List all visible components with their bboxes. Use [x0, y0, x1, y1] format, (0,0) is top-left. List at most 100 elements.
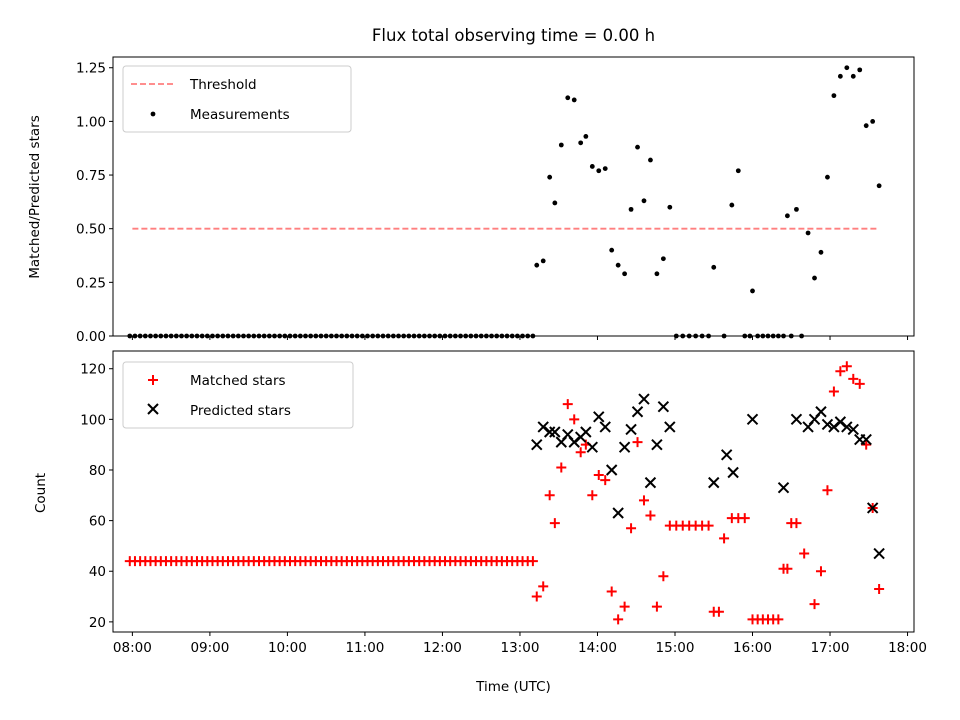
data-point	[282, 333, 288, 339]
data-point	[525, 333, 531, 339]
data-point	[142, 333, 148, 339]
data-point	[854, 378, 865, 389]
data-point	[660, 256, 666, 262]
data-point	[437, 333, 443, 339]
data-point	[657, 400, 670, 413]
data-point	[421, 333, 427, 339]
data-point	[605, 464, 618, 476]
data-point	[396, 333, 401, 339]
data-point	[847, 423, 859, 436]
x-tick-label: 16:00	[733, 640, 772, 656]
data-point	[199, 333, 205, 339]
data-point	[406, 333, 412, 339]
data-point	[781, 333, 786, 339]
data-point	[593, 411, 605, 423]
data-point	[593, 470, 604, 481]
series-measurements	[127, 65, 882, 339]
data-point	[308, 333, 314, 339]
data-point	[241, 333, 246, 339]
data-point	[344, 333, 350, 339]
data-point	[825, 174, 830, 180]
data-point	[876, 183, 882, 189]
y-tick-label: 100	[80, 412, 106, 428]
x-tick-label: 15:00	[656, 640, 695, 656]
x-tick-label: 10:00	[268, 640, 307, 656]
data-point	[631, 406, 644, 418]
y-tick-label: 0.75	[76, 168, 106, 184]
data-point	[638, 393, 650, 405]
x-tick-label: 11:00	[345, 640, 384, 656]
data-point	[790, 413, 803, 426]
data-point	[874, 583, 885, 594]
data-point	[292, 333, 298, 339]
data-point	[703, 520, 714, 531]
data-point	[818, 249, 824, 255]
data-point	[632, 437, 643, 448]
data-point	[339, 333, 345, 339]
data-point	[837, 73, 843, 79]
data-point	[613, 614, 624, 625]
data-point	[552, 200, 558, 206]
data-point	[708, 476, 720, 489]
data-point	[654, 271, 660, 277]
x-tick-label: 18:00	[888, 640, 927, 656]
data-point	[184, 333, 190, 339]
series-matched-stars	[124, 361, 885, 625]
data-point	[586, 441, 599, 453]
legend-predicted-label: Predicted stars	[190, 403, 291, 419]
data-point	[401, 333, 407, 339]
data-point	[729, 202, 735, 208]
data-point	[860, 433, 872, 446]
data-point	[303, 333, 308, 339]
data-point	[721, 333, 727, 339]
data-point	[565, 95, 571, 101]
legend-measurements-label: Measurements	[190, 107, 290, 123]
data-point	[841, 361, 852, 372]
x-tick-label: 08:00	[113, 640, 152, 656]
data-point	[799, 548, 810, 559]
data-point	[644, 476, 657, 489]
data-point	[873, 547, 885, 560]
data-point	[612, 507, 624, 519]
data-point	[499, 333, 505, 339]
data-point	[599, 421, 611, 433]
data-point	[658, 571, 669, 582]
data-point	[750, 288, 755, 294]
data-point	[323, 333, 329, 339]
top-legend-box	[122, 65, 352, 133]
data-point	[713, 606, 724, 617]
data-point	[256, 333, 262, 339]
data-point	[870, 118, 876, 124]
data-point	[483, 333, 489, 339]
data-point	[359, 333, 365, 339]
data-point	[272, 333, 277, 339]
data-point	[478, 333, 484, 339]
data-point	[547, 174, 553, 180]
data-point	[520, 333, 525, 339]
data-point	[527, 556, 538, 567]
y-tick-label: 0.00	[76, 329, 106, 345]
legend-predicted-swatch	[147, 403, 159, 415]
data-point	[489, 333, 494, 339]
data-point	[473, 333, 479, 339]
panel-0-marks: 0.00 0.25 0.50 0.75 1.00 1.25	[76, 61, 909, 345]
data-point	[390, 333, 396, 339]
data-point	[179, 333, 184, 339]
data-point	[841, 421, 853, 433]
data-point	[680, 333, 686, 339]
data-point	[782, 563, 793, 574]
data-point	[699, 333, 705, 339]
data-point	[719, 533, 730, 544]
data-point	[850, 73, 856, 79]
y-tick-label: 1.00	[76, 114, 106, 130]
data-point	[805, 230, 811, 236]
data-point	[297, 333, 303, 339]
data-point	[739, 513, 750, 524]
data-point	[815, 406, 827, 418]
data-point	[727, 466, 739, 479]
data-point	[385, 333, 391, 339]
data-point	[861, 439, 872, 450]
data-point	[204, 333, 210, 339]
data-point	[509, 333, 515, 339]
data-point	[770, 333, 776, 339]
